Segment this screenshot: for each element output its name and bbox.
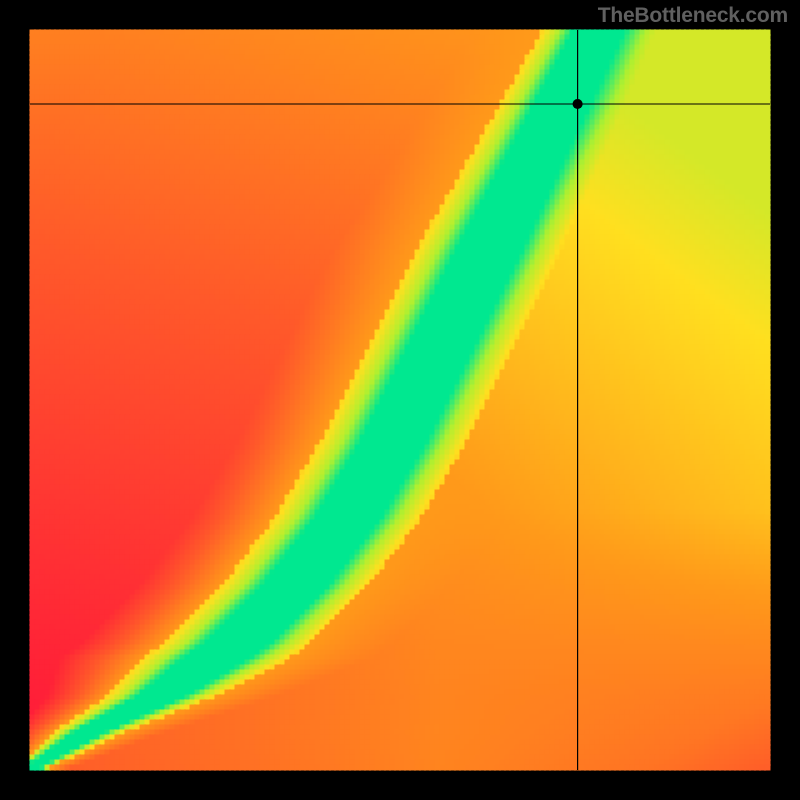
bottleneck-heatmap bbox=[0, 0, 800, 800]
attribution-text: TheBottleneck.com bbox=[598, 4, 788, 28]
chart-container: { "attribution_text": "TheBottleneck.com… bbox=[0, 0, 800, 800]
